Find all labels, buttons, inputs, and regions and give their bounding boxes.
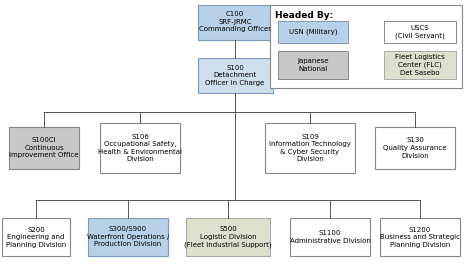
FancyBboxPatch shape bbox=[375, 127, 455, 169]
Text: S500
Logistic Division
(Fleet Industrial Support): S500 Logistic Division (Fleet Industrial… bbox=[184, 226, 272, 248]
Text: C100
SRF-JRMC
Commanding Officer: C100 SRF-JRMC Commanding Officer bbox=[199, 12, 271, 32]
Text: S1200
Business and Strategic
Planning Division: S1200 Business and Strategic Planning Di… bbox=[380, 226, 460, 248]
Text: USCS
(Civil Servant): USCS (Civil Servant) bbox=[395, 25, 445, 39]
FancyBboxPatch shape bbox=[278, 21, 348, 43]
FancyBboxPatch shape bbox=[380, 218, 460, 256]
FancyBboxPatch shape bbox=[278, 51, 348, 79]
Text: S100CI
Continuous
Improvement Office: S100CI Continuous Improvement Office bbox=[9, 137, 79, 158]
Text: S100
Detachment
Officer in Charge: S100 Detachment Officer in Charge bbox=[205, 65, 265, 85]
FancyBboxPatch shape bbox=[384, 51, 456, 79]
FancyBboxPatch shape bbox=[290, 218, 370, 256]
Text: S109
Information Technology
& Cyber Security
Division: S109 Information Technology & Cyber Secu… bbox=[269, 134, 351, 162]
Text: S200
Engineering and
Planning Division: S200 Engineering and Planning Division bbox=[6, 226, 66, 248]
FancyBboxPatch shape bbox=[197, 58, 273, 92]
FancyBboxPatch shape bbox=[9, 127, 79, 169]
Text: USN (Military): USN (Military) bbox=[289, 29, 337, 35]
Text: S1100
Administrative Division: S1100 Administrative Division bbox=[290, 230, 370, 244]
FancyBboxPatch shape bbox=[265, 123, 355, 173]
FancyBboxPatch shape bbox=[100, 123, 180, 173]
FancyBboxPatch shape bbox=[186, 218, 270, 256]
Text: Japanese
National: Japanese National bbox=[297, 58, 329, 72]
Text: S130
Quality Assurance
Division: S130 Quality Assurance Division bbox=[383, 137, 447, 158]
FancyBboxPatch shape bbox=[197, 5, 273, 39]
FancyBboxPatch shape bbox=[2, 218, 70, 256]
Text: S300/S900
Waterfront Operations /
Production Division: S300/S900 Waterfront Operations / Produc… bbox=[87, 226, 169, 248]
Text: S106
Occupational Safety,
Health & Environmental
Division: S106 Occupational Safety, Health & Envir… bbox=[98, 134, 182, 162]
FancyBboxPatch shape bbox=[384, 21, 456, 43]
Text: Fleet Logistics
Center (FLC)
Det Sasebo: Fleet Logistics Center (FLC) Det Sasebo bbox=[395, 54, 445, 76]
FancyBboxPatch shape bbox=[88, 218, 168, 256]
FancyBboxPatch shape bbox=[270, 5, 462, 88]
Text: Headed By:: Headed By: bbox=[275, 10, 333, 20]
